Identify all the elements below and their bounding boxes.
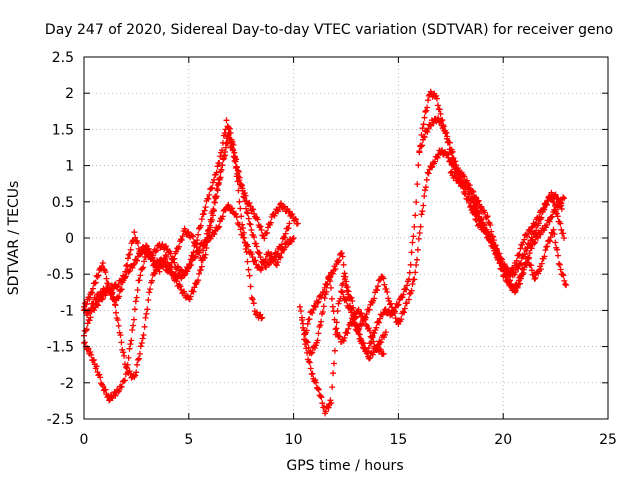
- x-tick-label: 15: [389, 432, 407, 448]
- chart-title: Day 247 of 2020, Sidereal Day-to-day VTE…: [45, 22, 613, 38]
- y-tick-label: -0.5: [47, 267, 74, 283]
- data-point-markers: [468, 195, 570, 296]
- data-points: [81, 88, 570, 417]
- y-tick-label: 1.5: [52, 122, 74, 138]
- plot-frame: [83, 56, 609, 420]
- y-tick-label: -1: [60, 303, 74, 319]
- data-point-markers: [301, 250, 410, 343]
- series-track-7: [301, 250, 410, 343]
- y-tick-label: -1.5: [47, 340, 74, 356]
- y-tick-label: -2: [60, 376, 74, 392]
- y-tick-label: 2.5: [52, 50, 74, 66]
- axes: 0 5 10 15 20 25 -2.5 -2 -1.5 -1 -0.5 0 0.5 1 1.5 2 2.5: [47, 50, 617, 448]
- y-tick-label: 0.5: [52, 195, 74, 211]
- y-tick-label: 0: [65, 231, 74, 247]
- series-track-10: [416, 115, 567, 279]
- y-tick-label: 2: [65, 86, 74, 102]
- data-point-markers: [416, 115, 567, 279]
- x-tick-label: 20: [494, 432, 512, 448]
- x-tick-label: 25: [599, 432, 617, 448]
- y-tick-label: 1: [65, 159, 74, 175]
- y-tick-label: -2.5: [47, 412, 74, 428]
- y-axis-label: SDTVAR / TECUs: [6, 181, 22, 296]
- x-axis-label: GPS time / hours: [286, 458, 403, 474]
- x-tick-label: 10: [285, 432, 303, 448]
- x-tick-label: 0: [80, 432, 89, 448]
- x-tick-label: 5: [184, 432, 193, 448]
- series-track-12: [468, 195, 570, 296]
